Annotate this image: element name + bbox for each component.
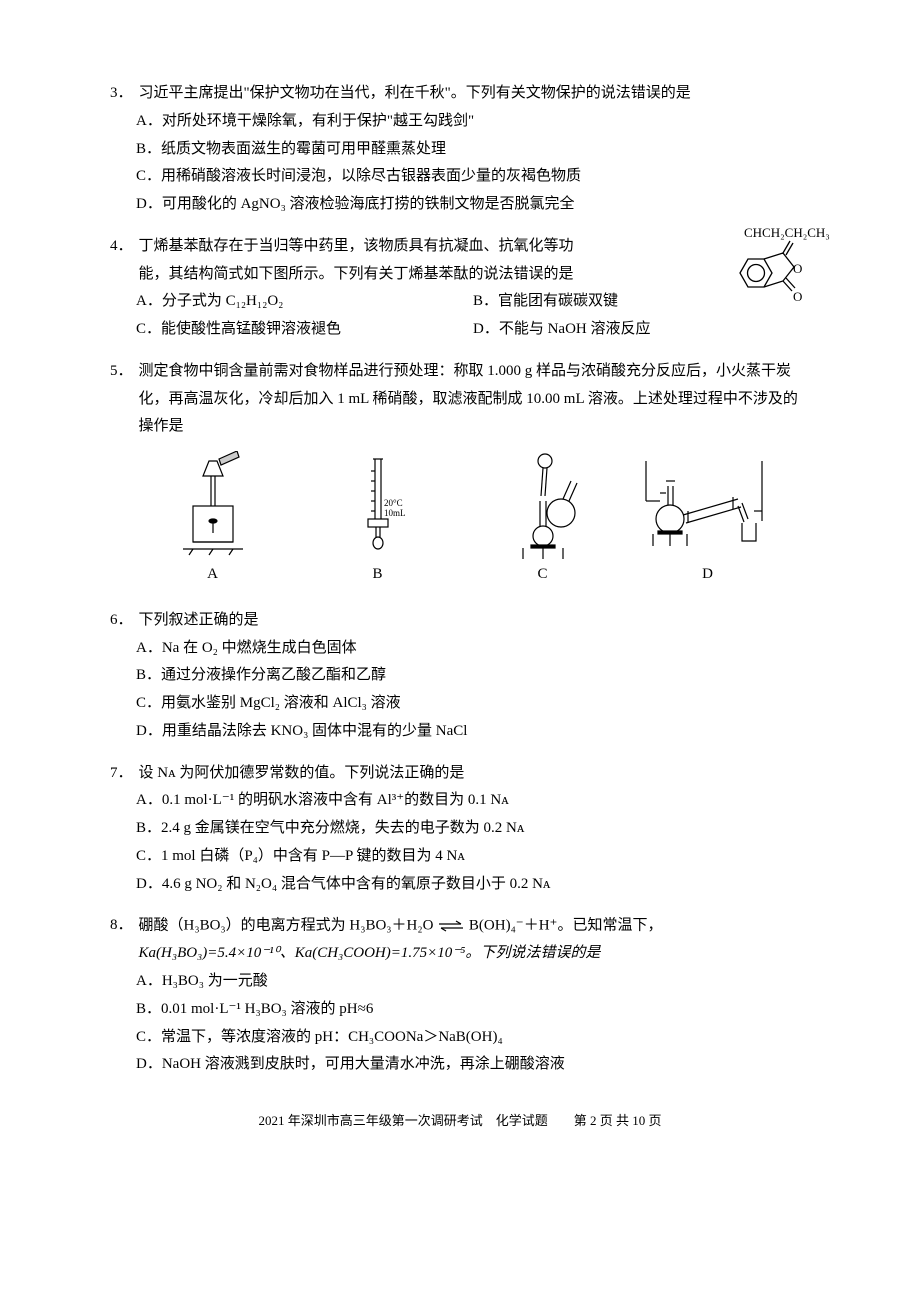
svg-text:O: O — [793, 289, 802, 304]
q5-figD-label: D — [625, 561, 790, 589]
q3-optB: B．纸质文物表面滋生的霉菌可用甲醛熏蒸处理 — [136, 136, 810, 164]
q3-num: 3． — [110, 80, 133, 108]
q6-text: 下列叙述正确的是 — [139, 607, 810, 635]
q3-optD: D．可用酸化的 AgNO₃ 溶液检验海底打捞的铁制文物是否脱氯完全 — [136, 191, 810, 219]
q7-text: 设 Nᴀ 为阿伏加德罗常数的值。下列说法正确的是 — [139, 760, 810, 788]
q7-optC: C．1 mol 白磷（P₄）中含有 P—P 键的数目为 4 Nᴀ — [136, 843, 810, 871]
q8-text: 硼酸（H₃BO₃）的电离方程式为 H₃BO₃＋H₂O B(OH)₄⁻＋H⁺。已知… — [139, 912, 810, 968]
buret-label2: 10mL — [384, 508, 406, 518]
question-3: 3． 习近平主席提出"保护文物功在当代，利在千秋"。下列有关文物保护的说法错误的… — [110, 80, 810, 219]
q5-figC-label: C — [460, 561, 625, 589]
q5-figB-label: B — [295, 561, 460, 589]
q8-optA: A．H₃BO₃ 为一元酸 — [136, 968, 810, 996]
q8-optB: B．0.01 mol·L⁻¹ H₃BO₃ 溶液的 pH≈6 — [136, 996, 810, 1024]
mol-label: CHCH₂CH₂CH₃ — [744, 225, 830, 240]
q3-optC: C．用稀硝酸溶液长时间浸泡，以除尽古银器表面少量的灰褐色物质 — [136, 163, 810, 191]
molecule-structure: O O CHCH₂CH₂CH₃ — [720, 225, 840, 335]
q3-optA: A．对所处环境干燥除氧，有利于保护"越王勾践剑" — [136, 108, 810, 136]
q8-num: 8． — [110, 912, 133, 940]
q8-text1-pre: 硼酸（H₃BO₃）的电离方程式为 H₃BO₃＋H₂O — [139, 918, 438, 934]
q6-optD: D．用重结晶法除去 KNO₃ 固体中混有的少量 NaCl — [136, 718, 810, 746]
question-6: 6． 下列叙述正确的是 A．Na 在 O₂ 中燃烧生成白色固体 B．通过分液操作… — [110, 607, 810, 746]
q4-text: 丁烯基苯酞存在于当归等中药里，该物质具有抗凝血、抗氧化等功 能，其结构简式如下图… — [139, 233, 810, 289]
q8-text2: Ka(H₃BO₃)=5.4×10⁻¹⁰、Ka(CH₃COOH)=1.75×10⁻… — [139, 945, 601, 961]
q4-text2: 能，其结构简式如下图所示。下列有关丁烯基苯酞的说法错误的是 — [139, 266, 574, 282]
q5-figures: A 20°C 10mL B — [110, 441, 810, 593]
q7-num: 7． — [110, 760, 133, 788]
q7-optA: A．0.1 mol·L⁻¹ 的明矾水溶液中含有 Al³⁺的数目为 0.1 Nᴀ — [136, 787, 810, 815]
question-8: 8． 硼酸（H₃BO₃）的电离方程式为 H₃BO₃＋H₂O B(OH)₄⁻＋H⁺… — [110, 912, 810, 1079]
page-footer: 2021 年深圳市高三年级第一次调研考试 化学试题 第 2 页 共 10 页 — [110, 1109, 810, 1133]
molecule-svg: O O CHCH₂CH₂CH₃ — [720, 225, 840, 335]
q6-optC: C．用氨水鉴别 MgCl₂ 溶液和 AlCl₃ 溶液 — [136, 690, 810, 718]
q7-optD: D．4.6 g NO₂ 和 N₂O₄ 混合气体中含有的氧原子数目小于 0.2 N… — [136, 871, 810, 899]
q8-optD: D．NaOH 溶液溅到皮肤时，可用大量清水冲洗，再涂上硼酸溶液 — [136, 1051, 810, 1079]
equilibrium-arrow — [437, 912, 465, 940]
q4-num: 4． — [110, 233, 133, 261]
q4-optA: A．分子式为 C₁₂H₁₂O₂ — [136, 288, 473, 316]
question-7: 7． 设 Nᴀ 为阿伏加德罗常数的值。下列说法正确的是 A．0.1 mol·L⁻… — [110, 760, 810, 899]
q8-optC: C．常温下，等浓度溶液的 pH：CH₃COONa＞NaB(OH)₄ — [136, 1024, 810, 1052]
question-4: O O CHCH₂CH₂CH₃ 4． 丁烯基苯酞存在于当归等中药里，该物质具有抗… — [110, 233, 810, 344]
question-5: 5． 测定食物中铜含量前需对食物样品进行预处理：称取 1.000 g 样品与浓硝… — [110, 358, 810, 593]
apparatus-d-svg — [638, 451, 778, 561]
q6-optA: A．Na 在 O₂ 中燃烧生成白色固体 — [136, 635, 810, 663]
q5-text: 测定食物中铜含量前需对食物样品进行预处理：称取 1.000 g 样品与浓硝酸充分… — [139, 358, 810, 441]
apparatus-a-svg — [163, 451, 263, 561]
q7-optB: B．2.4 g 金属镁在空气中充分燃烧，失去的电子数为 0.2 Nᴀ — [136, 815, 810, 843]
apparatus-b-svg: 20°C 10mL — [338, 451, 418, 561]
q8-text1-post: B(OH)₄⁻＋H⁺。已知常温下， — [465, 918, 662, 934]
svg-text:O: O — [793, 261, 802, 276]
buret-label1: 20°C — [384, 498, 403, 508]
q6-num: 6． — [110, 607, 133, 635]
q5-figA-label: A — [130, 561, 295, 589]
q4-optC: C．能使酸性高锰酸钾溶液褪色 — [136, 316, 473, 344]
q3-text: 习近平主席提出"保护文物功在当代，利在千秋"。下列有关文物保护的说法错误的是 — [139, 80, 810, 108]
apparatus-c-svg — [493, 451, 593, 561]
q5-num: 5． — [110, 358, 133, 386]
q4-text1: 丁烯基苯酞存在于当归等中药里，该物质具有抗凝血、抗氧化等功 — [139, 238, 574, 254]
q6-optB: B．通过分液操作分离乙酸乙酯和乙醇 — [136, 662, 810, 690]
